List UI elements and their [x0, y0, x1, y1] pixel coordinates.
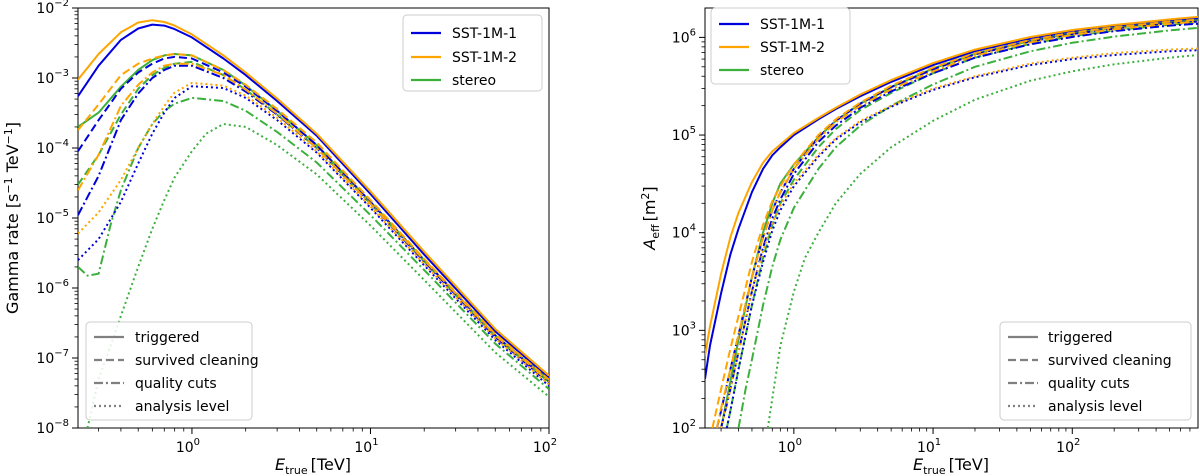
left-series-sst-1m-1-triggered	[78, 23, 549, 379]
left-x-tick-label: 101	[354, 437, 378, 456]
right-series-stereo-quality-cuts	[737, 26, 1198, 428]
right-series-sst-1m-1-triggered	[705, 17, 1198, 379]
right-panel: 100 101 102 102 103 104 105 106 SST-1M-1 SST-1M…	[639, 7, 1199, 476]
right-x-tick-label: 101	[917, 437, 941, 456]
right-legend-label-sst2: SST-1M-2	[760, 40, 825, 56]
right-series-sst-1m-1-analysis-level	[725, 49, 1198, 428]
right-y-tick-label: 106	[672, 27, 696, 46]
left-panel: 100 101 102 10−2 10−3 10−4 10−5 10−6 10−7 10−8 SS…	[2, 0, 557, 476]
right-y-tick-label: 105	[672, 125, 696, 144]
right-legend-box	[710, 7, 851, 85]
left-y-tick-label: 10−4	[36, 138, 69, 157]
left-x-axis-label: Etrue [TeV]	[275, 455, 351, 476]
right-series-stereo-analysis-level	[766, 54, 1198, 428]
right-x-tick-label: 100	[778, 437, 802, 456]
right-series-sst-1m-2-survived-cleaning	[711, 18, 1198, 428]
left-y-tick-label: 10−2	[36, 0, 69, 17]
right-legend-label-quality: quality cuts	[1048, 376, 1130, 392]
left-y-tick-label: 10−3	[36, 68, 69, 87]
left-y-tick-label: 10−6	[36, 278, 69, 297]
right-level-legend: triggered survived cleaning quality cuts…	[999, 321, 1192, 421]
left-series-stereo-analysis-level	[86, 123, 549, 428]
left-level-legend: triggered survived cleaning quality cuts…	[85, 321, 259, 421]
right-series-sst-1m-1-quality-cuts	[720, 22, 1198, 428]
left-series-sst-1m-2-survived-cleaning	[78, 53, 549, 381]
left-y-tick-label: 10−8	[36, 418, 69, 437]
right-level-legend-box	[999, 321, 1192, 421]
left-x-tick-label: 102	[533, 437, 557, 456]
left-y-tick-label: 10−5	[36, 208, 69, 227]
right-telescope-legend: SST-1M-1 SST-1M-2 stereo	[710, 7, 851, 85]
left-x-tick-label: 100	[176, 437, 200, 456]
left-legend-label-sst1: SST-1M-1	[452, 26, 517, 42]
right-legend-label-sst1: SST-1M-1	[760, 17, 825, 33]
left-level-legend-box	[85, 321, 253, 421]
right-axis-ticks: 100 101 102 102 103 104 105 106	[672, 27, 1191, 456]
right-y-tick-label: 103	[672, 320, 696, 339]
right-series-sst-1m-2-triggered	[705, 15, 1198, 356]
right-y-tick-label: 102	[672, 418, 696, 437]
right-legend-label-triggered: triggered	[1048, 330, 1112, 346]
left-y-axis-label: Gamma rate [s−1 TeV−1]	[2, 122, 22, 314]
left-y-tick-label: 10−7	[36, 348, 69, 367]
right-x-axis-label: Etrue [TeV]	[913, 455, 989, 476]
right-series-sst-1m-2-analysis-level	[720, 47, 1198, 428]
right-x-tick-label: 102	[1056, 437, 1080, 456]
left-legend-label-survived: survived cleaning	[135, 353, 259, 369]
left-series-sst-1m-2-quality-cuts	[78, 62, 549, 383]
right-legend-label-survived: survived cleaning	[1048, 353, 1172, 369]
right-legend-label-stereo: stereo	[760, 63, 804, 79]
left-series-lines	[78, 19, 549, 428]
left-axis-ticks: 100 101 102 10−2 10−3 10−4 10−5 10−6 10−7 10−8	[36, 0, 557, 456]
left-series-sst-1m-1-quality-cuts	[78, 64, 549, 384]
left-legend-label-quality: quality cuts	[135, 376, 217, 392]
right-y-axis-label: Aeff[m2]	[639, 186, 662, 250]
left-telescope-legend: SST-1M-1 SST-1M-2 stereo	[402, 14, 543, 92]
left-series-sst-1m-2-triggered	[78, 19, 549, 377]
left-legend-label-sst2: SST-1M-2	[452, 50, 517, 66]
left-legend-label-triggered: triggered	[135, 330, 199, 346]
right-legend-label-analysis: analysis level	[1048, 399, 1142, 415]
right-series-sst-1m-2-quality-cuts	[715, 20, 1198, 428]
left-series-sst-1m-1-analysis-level	[78, 85, 549, 387]
right-series-lines	[705, 15, 1198, 428]
left-series-stereo-quality-cuts	[78, 96, 549, 390]
left-legend-label-analysis: analysis level	[135, 399, 229, 415]
left-legend-label-stereo: stereo	[452, 73, 496, 89]
right-y-tick-label: 104	[672, 223, 696, 242]
